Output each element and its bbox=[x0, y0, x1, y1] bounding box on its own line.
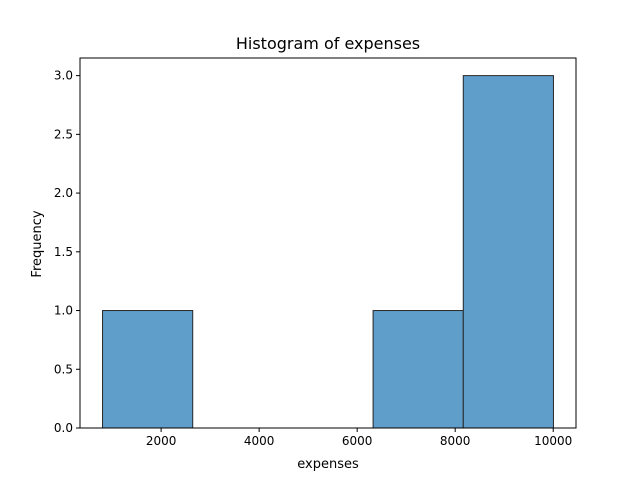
y-tick-label-6: 2.5 bbox=[54, 127, 73, 141]
x-tick-label-5: 10000 bbox=[534, 434, 572, 448]
y-tick-label-4: 1.5 bbox=[54, 245, 73, 259]
y-tick-label-1: 0.0 bbox=[54, 421, 73, 435]
histogram-bar-4 bbox=[372, 310, 464, 429]
x-tick-label-1: 2000 bbox=[146, 434, 177, 448]
axes-frame bbox=[79, 57, 577, 429]
y-tick-label-2: 0.5 bbox=[54, 362, 73, 376]
x-tick-label-4: 8000 bbox=[440, 434, 471, 448]
histogram-bar-5 bbox=[462, 75, 554, 429]
x-axis-label: expenses bbox=[297, 457, 359, 472]
x-tick-label-3: 6000 bbox=[342, 434, 373, 448]
y-axis-label: Frequency bbox=[30, 210, 45, 277]
histogram-bar-1 bbox=[102, 310, 194, 429]
x-tick-label-2: 4000 bbox=[244, 434, 275, 448]
y-tick-label-7: 3.0 bbox=[54, 69, 73, 83]
y-tick-label-3: 1.0 bbox=[54, 304, 73, 318]
y-tick-label-5: 2.0 bbox=[54, 186, 73, 200]
plot-area: 2000 4000 6000 8000 10000 0.0 0.5 1.0 1.5 2.0 2.5 3… bbox=[54, 57, 577, 448]
chart-title: Histogram of expenses bbox=[236, 34, 420, 53]
